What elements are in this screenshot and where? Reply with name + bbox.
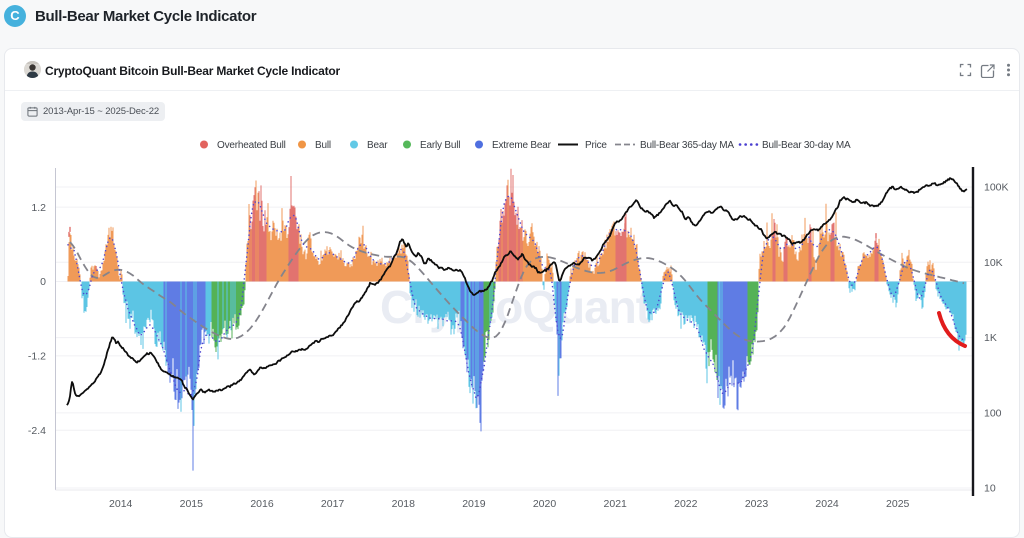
svg-text:2019: 2019 — [462, 498, 486, 510]
svg-text:2014: 2014 — [109, 498, 133, 510]
svg-text:Early Bull: Early Bull — [420, 140, 460, 151]
svg-text:2024: 2024 — [815, 498, 839, 510]
svg-text:Bear: Bear — [367, 140, 388, 151]
svg-text:10: 10 — [984, 483, 996, 495]
svg-text:-1.2: -1.2 — [28, 351, 46, 363]
svg-text:10K: 10K — [984, 257, 1003, 269]
svg-text:2022: 2022 — [674, 498, 698, 510]
svg-text:Price: Price — [585, 140, 607, 151]
svg-text:100: 100 — [984, 407, 1002, 419]
svg-text:100K: 100K — [984, 182, 1009, 194]
svg-text:Bull: Bull — [315, 140, 331, 151]
svg-text:2018: 2018 — [392, 498, 416, 510]
svg-text:2017: 2017 — [321, 498, 345, 510]
svg-text:2015: 2015 — [180, 498, 204, 510]
svg-text:2023: 2023 — [745, 498, 769, 510]
svg-text:2021: 2021 — [604, 498, 628, 510]
svg-text:2025: 2025 — [886, 498, 910, 510]
svg-text:2016: 2016 — [250, 498, 274, 510]
svg-text:0: 0 — [40, 276, 46, 288]
svg-text:2020: 2020 — [533, 498, 557, 510]
svg-text:Bull-Bear 30-day MA: Bull-Bear 30-day MA — [762, 140, 851, 151]
svg-text:1.2: 1.2 — [31, 202, 46, 214]
svg-text:Extreme Bear: Extreme Bear — [492, 140, 552, 151]
svg-text:-2.4: -2.4 — [28, 425, 46, 437]
svg-text:Bull-Bear 365-day MA: Bull-Bear 365-day MA — [640, 140, 734, 151]
svg-text:1K: 1K — [984, 332, 997, 344]
svg-text:Overheated Bull: Overheated Bull — [217, 140, 286, 151]
